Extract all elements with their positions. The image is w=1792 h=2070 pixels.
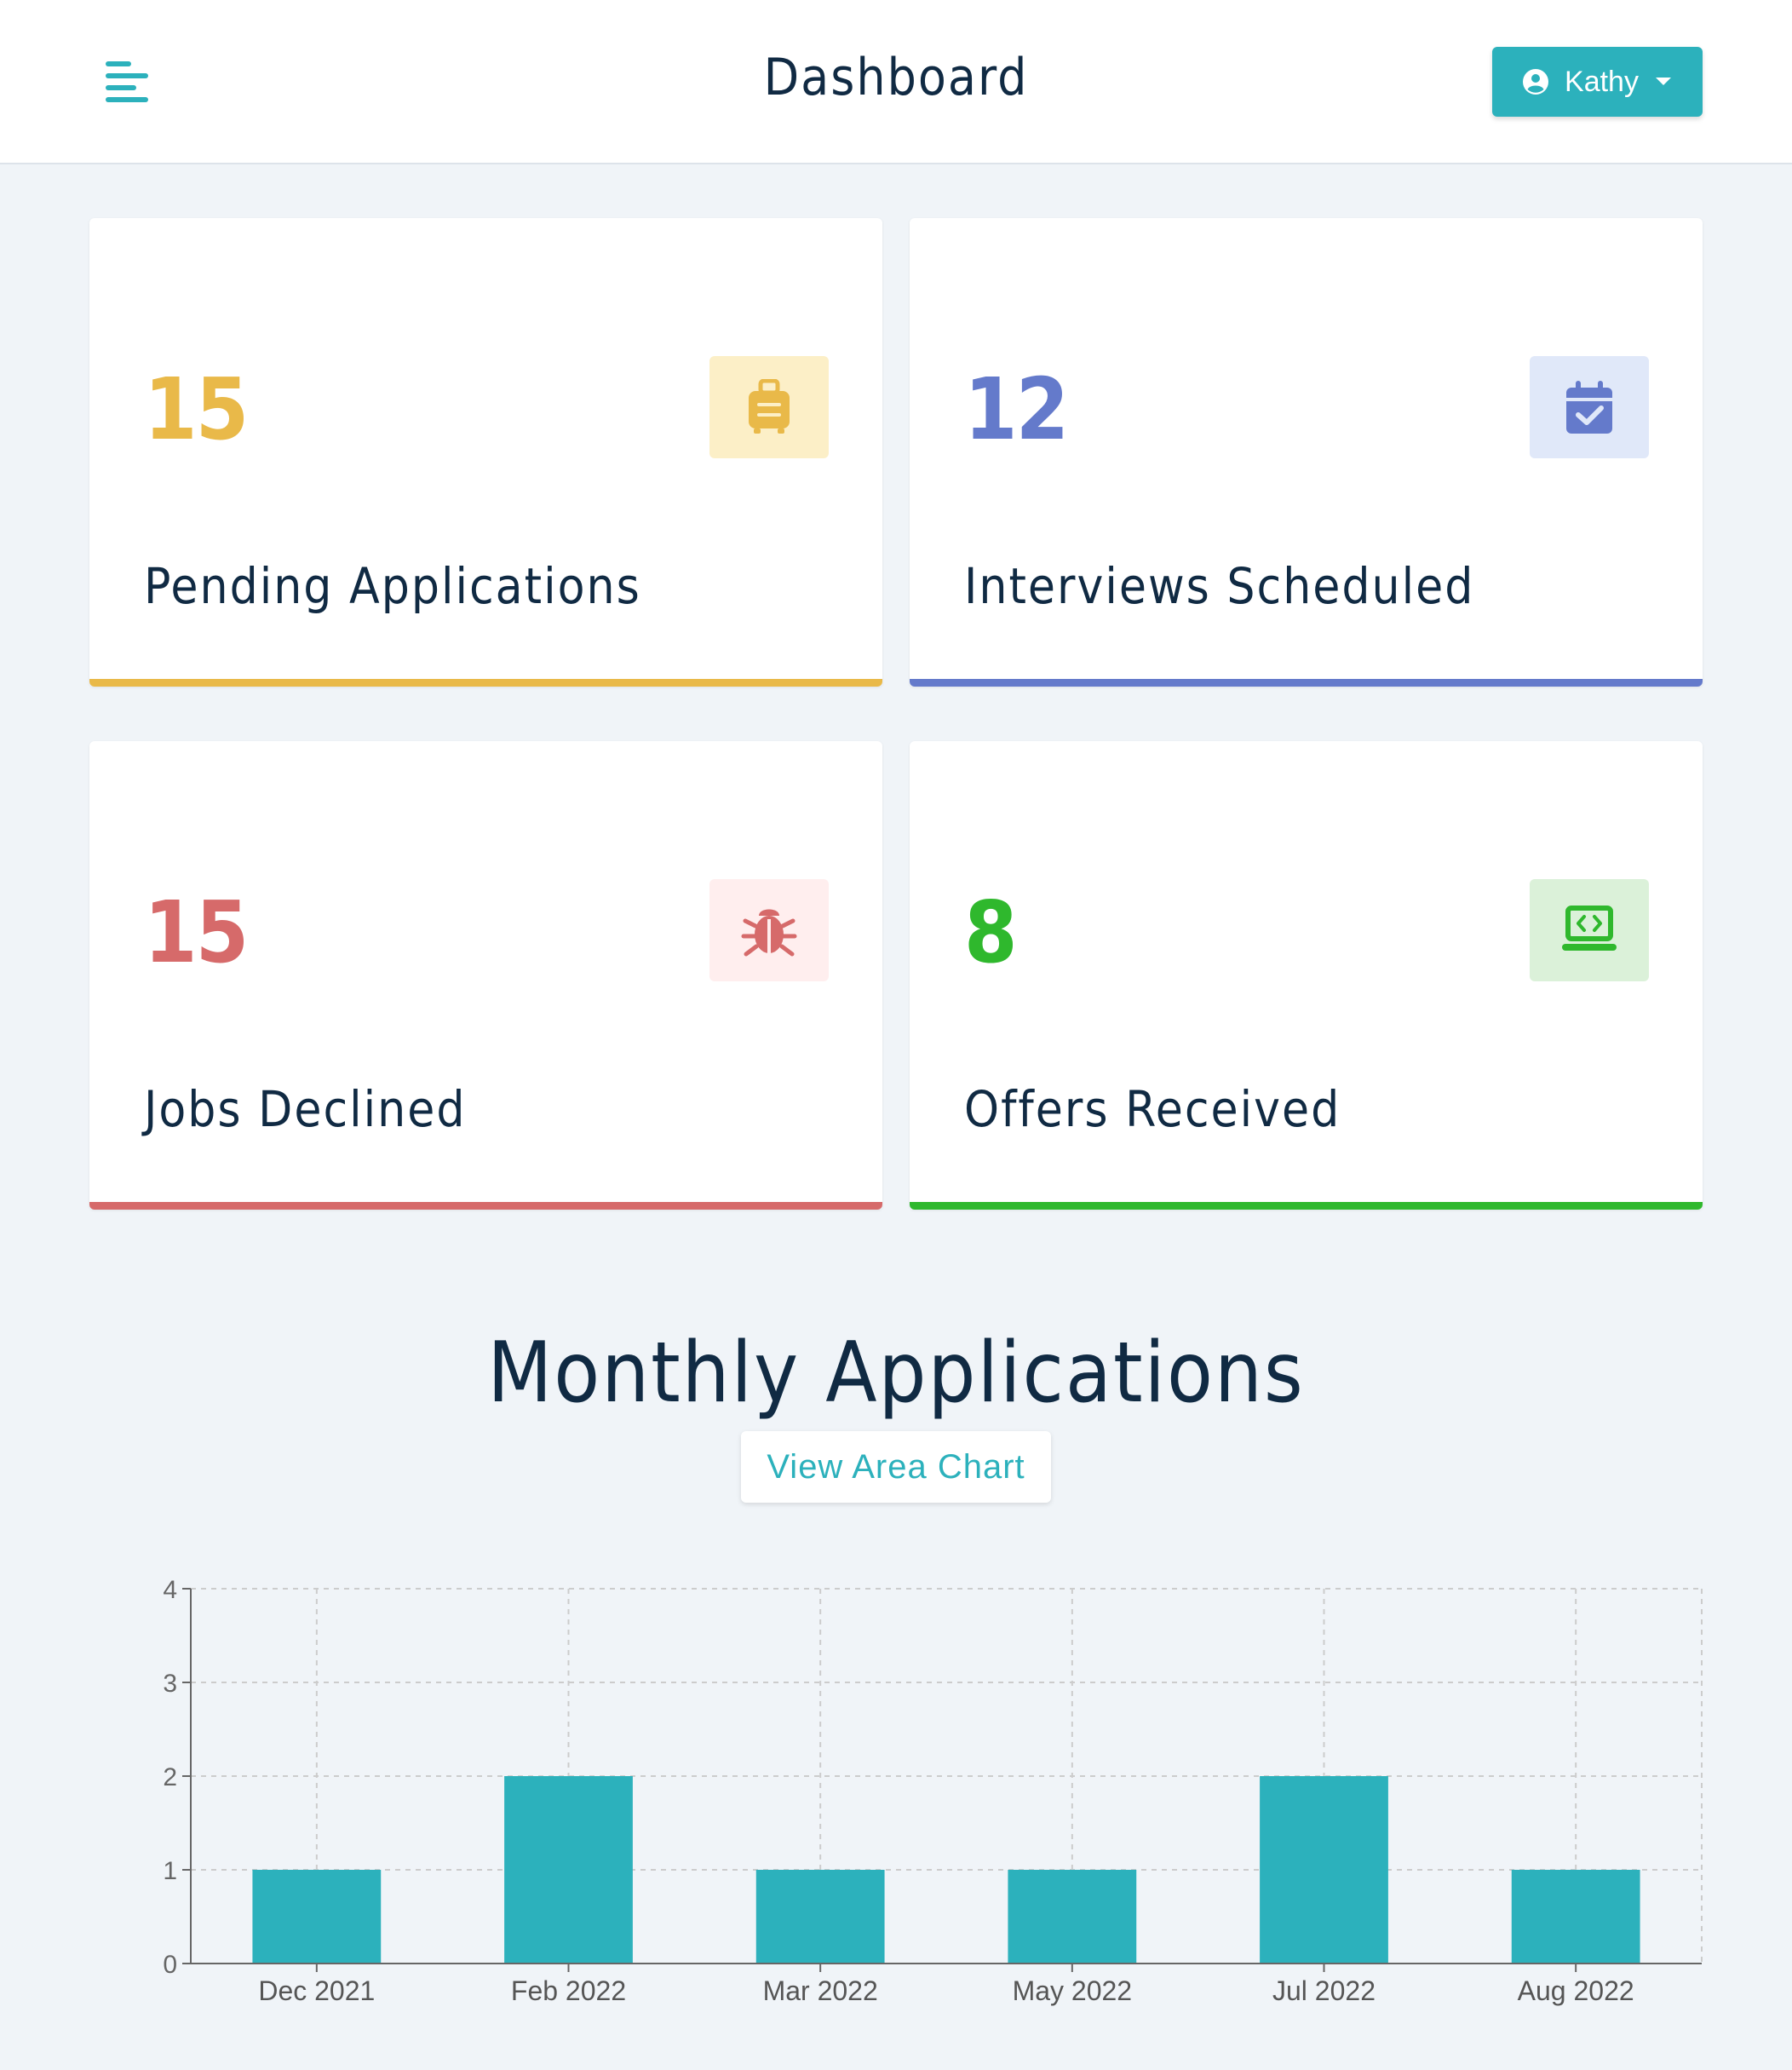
stat-card-offers: 8 Offers Received [910,741,1703,1210]
align-left-icon[interactable] [94,53,153,112]
stat-card-accent-bar [89,679,882,687]
x-tick-label: Feb 2022 [511,1975,626,2006]
bar-feb-2022 [504,1776,633,1964]
user-name: Kathy [1565,65,1639,98]
stat-label: Offers Received [964,1080,1341,1138]
x-tick-label: Mar 2022 [763,1975,878,2006]
x-tick-label: May 2022 [1013,1975,1133,2006]
bar-aug-2022 [1511,1870,1640,1964]
stat-count: 12 [964,359,1069,459]
x-tick-label: Aug 2022 [1518,1975,1634,2006]
stat-card-interviews: 12 Interviews Scheduled [910,218,1703,687]
y-tick-label: 0 [163,1951,177,1979]
stat-count: 15 [144,359,249,459]
y-tick-label: 3 [163,1670,177,1698]
stat-card-pending: 15 Pending Applications [89,218,882,687]
view-area-chart-button[interactable]: View Area Chart [741,1431,1051,1503]
user-circle-icon [1522,68,1549,95]
y-tick-label: 4 [163,1576,177,1604]
stat-card-accent-bar [89,1202,882,1210]
page-title: Dashboard [763,48,1029,107]
bar-may-2022 [1008,1870,1137,1964]
chart-section-title: Monthly Applications [487,1325,1305,1422]
stat-count: 8 [964,883,1018,982]
stat-count: 15 [144,883,249,982]
caret-down-icon [1654,76,1673,88]
user-menu-button[interactable]: Kathy [1492,47,1703,117]
bar-dec-2021 [252,1870,382,1964]
laptop-code-icon [1530,879,1649,981]
calendar-check-icon [1530,356,1649,458]
navbar: Dashboard Kathy [0,0,1792,164]
bar-jul-2022 [1260,1776,1388,1964]
stat-card-accent-bar [910,1202,1703,1210]
y-tick-label: 2 [163,1763,177,1791]
stat-label: Jobs Declined [144,1080,467,1138]
bug-icon [709,879,829,981]
stat-card-accent-bar [910,679,1703,687]
bar-mar-2022 [755,1870,885,1964]
stat-label: Pending Applications [144,557,641,615]
monthly-applications-chart: 0 1 2 3 4 Dec 2021 Feb 2022 Mar 2022 May 2022 Jul… [163,1576,1703,2006]
suitcase-icon [709,356,829,458]
stat-label: Interviews Scheduled [964,557,1475,615]
stat-card-declined: 15 Jobs Declined [89,741,882,1210]
y-tick-label: 1 [163,1857,177,1885]
x-tick-label: Dec 2021 [258,1975,375,2006]
x-tick-label: Jul 2022 [1272,1975,1376,2006]
